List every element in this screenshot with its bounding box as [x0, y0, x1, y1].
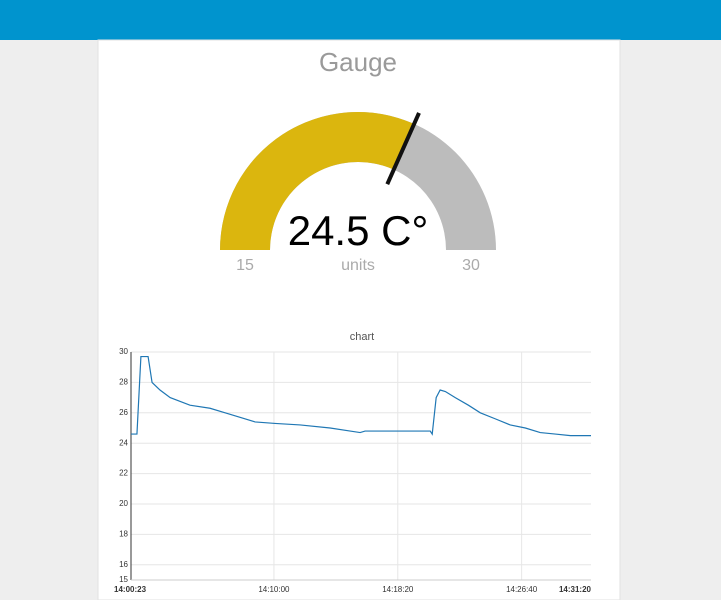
gauge-needle — [385, 112, 421, 186]
y-tick-label: 16 — [119, 560, 128, 569]
x-tick-label: 14:31:20 — [559, 585, 592, 594]
chart-title: chart — [350, 331, 374, 343]
gauge-fill — [220, 111, 415, 250]
y-tick-label: 30 — [119, 347, 128, 356]
y-tick-label: 28 — [119, 378, 128, 387]
y-tick-label: 22 — [119, 469, 128, 478]
y-tick-label: 26 — [119, 408, 128, 417]
data-line — [131, 355, 591, 437]
y-tick-label: 18 — [119, 530, 128, 539]
x-tick-label: 14:18:20 — [382, 585, 414, 594]
gauge-range-label: 30 — [462, 257, 480, 274]
top-bar — [0, 0, 721, 40]
gauge-range-label: 15 — [236, 257, 254, 274]
x-tick-label: 14:26:40 — [506, 585, 538, 594]
x-tick-label: 14:10:00 — [258, 585, 290, 594]
gauge-value: 24.5 C° — [288, 207, 429, 254]
gauge-title: Gauge — [319, 47, 397, 77]
y-tick-label: 24 — [119, 438, 128, 447]
x-tick-label: 14:00:23 — [114, 585, 147, 594]
y-tick-label: 20 — [119, 499, 128, 508]
gauge-units: units — [341, 257, 375, 274]
y-tick-label: 15 — [119, 575, 128, 584]
